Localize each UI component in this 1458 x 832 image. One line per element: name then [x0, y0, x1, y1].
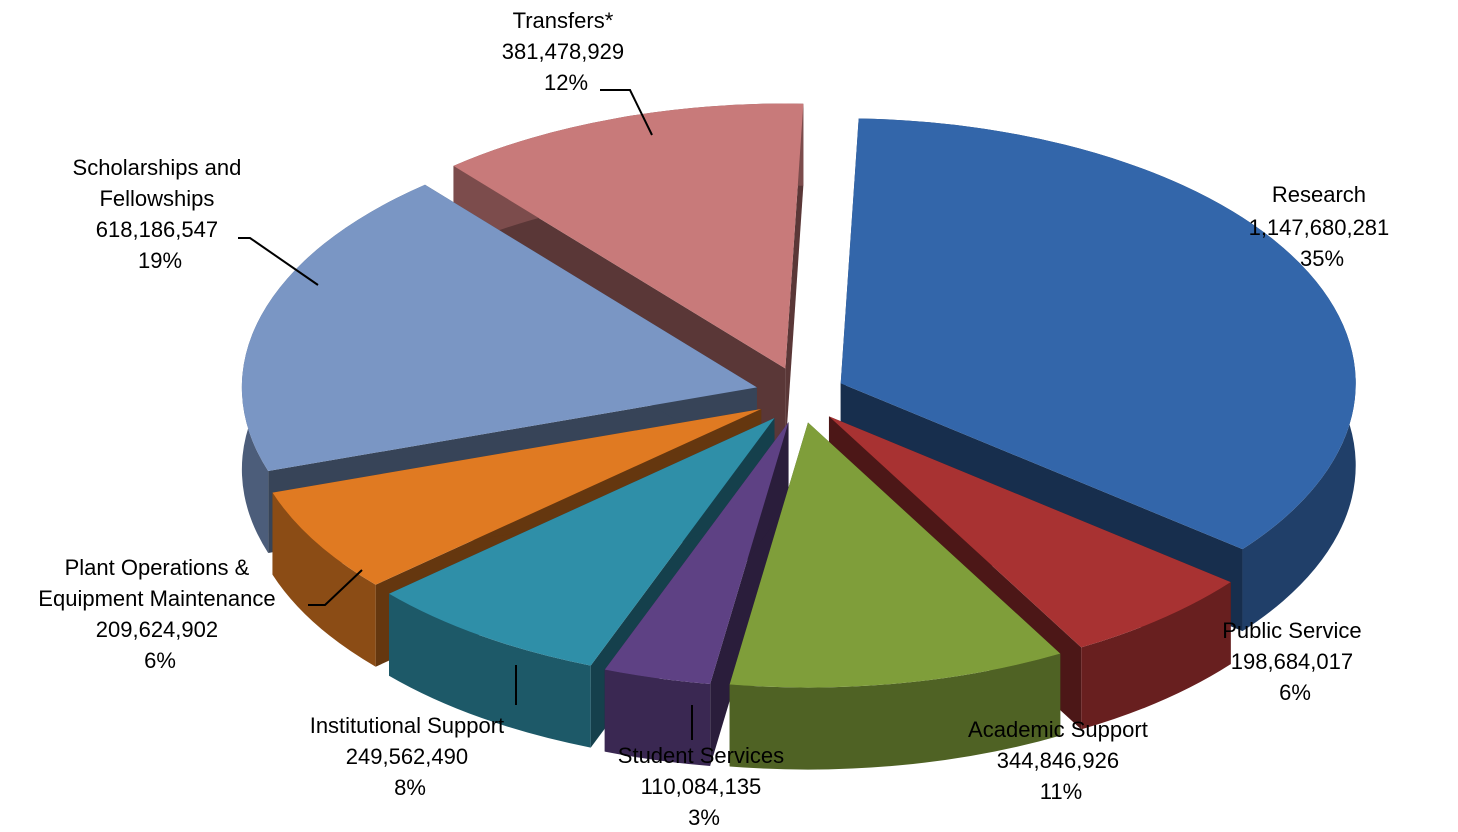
slice-top-transfers [453, 103, 804, 369]
leader-line-scholarships [238, 237, 319, 286]
slice-label-research: Research 1,147,680,281 35% [1249, 182, 1396, 271]
leader-line-plant-operations [308, 569, 363, 606]
slice-label-scholarships: Scholarships and Fellowships 618,186,547… [73, 155, 248, 273]
slice-student-services [604, 422, 789, 766]
slice-top-plant-operations-equipment-maintenance [272, 408, 762, 585]
slice-top-student-services [604, 422, 789, 684]
leader-line-transfers [600, 89, 653, 136]
slice-label-institutional-support: Institutional Support 249,562,490 8% [310, 713, 511, 800]
slice-top-scholarships-and-fellowships [241, 184, 757, 471]
slice-side-student-services [604, 669, 711, 766]
slice-top-research [840, 118, 1356, 550]
slice-label-transfers: Transfers* 381,478,929 12% [502, 8, 630, 95]
slice-wall-transfers-1 [785, 103, 804, 451]
slice-side-public-service [1081, 582, 1231, 730]
slice-label-plant-operations: Plant Operations & Equipment Maintenance… [38, 555, 281, 673]
slice-side-academic-support [729, 653, 1061, 770]
slice-top-institutional-support [389, 418, 775, 666]
slice-top-public-service [828, 416, 1231, 648]
slice-top-academic-support [729, 422, 1061, 688]
slice-side-plant-operations-equipment-maintenance [272, 492, 376, 667]
slice-label-student-services: Student Services 110,084,135 3% [618, 743, 790, 830]
slice-label-academic-support: Academic Support 344,846,926 11% [968, 717, 1154, 804]
slice-side-institutional-support [389, 593, 591, 748]
slice-academic-support [729, 422, 1061, 770]
slice-label-public-service: Public Service 198,684,017 6% [1222, 618, 1368, 705]
